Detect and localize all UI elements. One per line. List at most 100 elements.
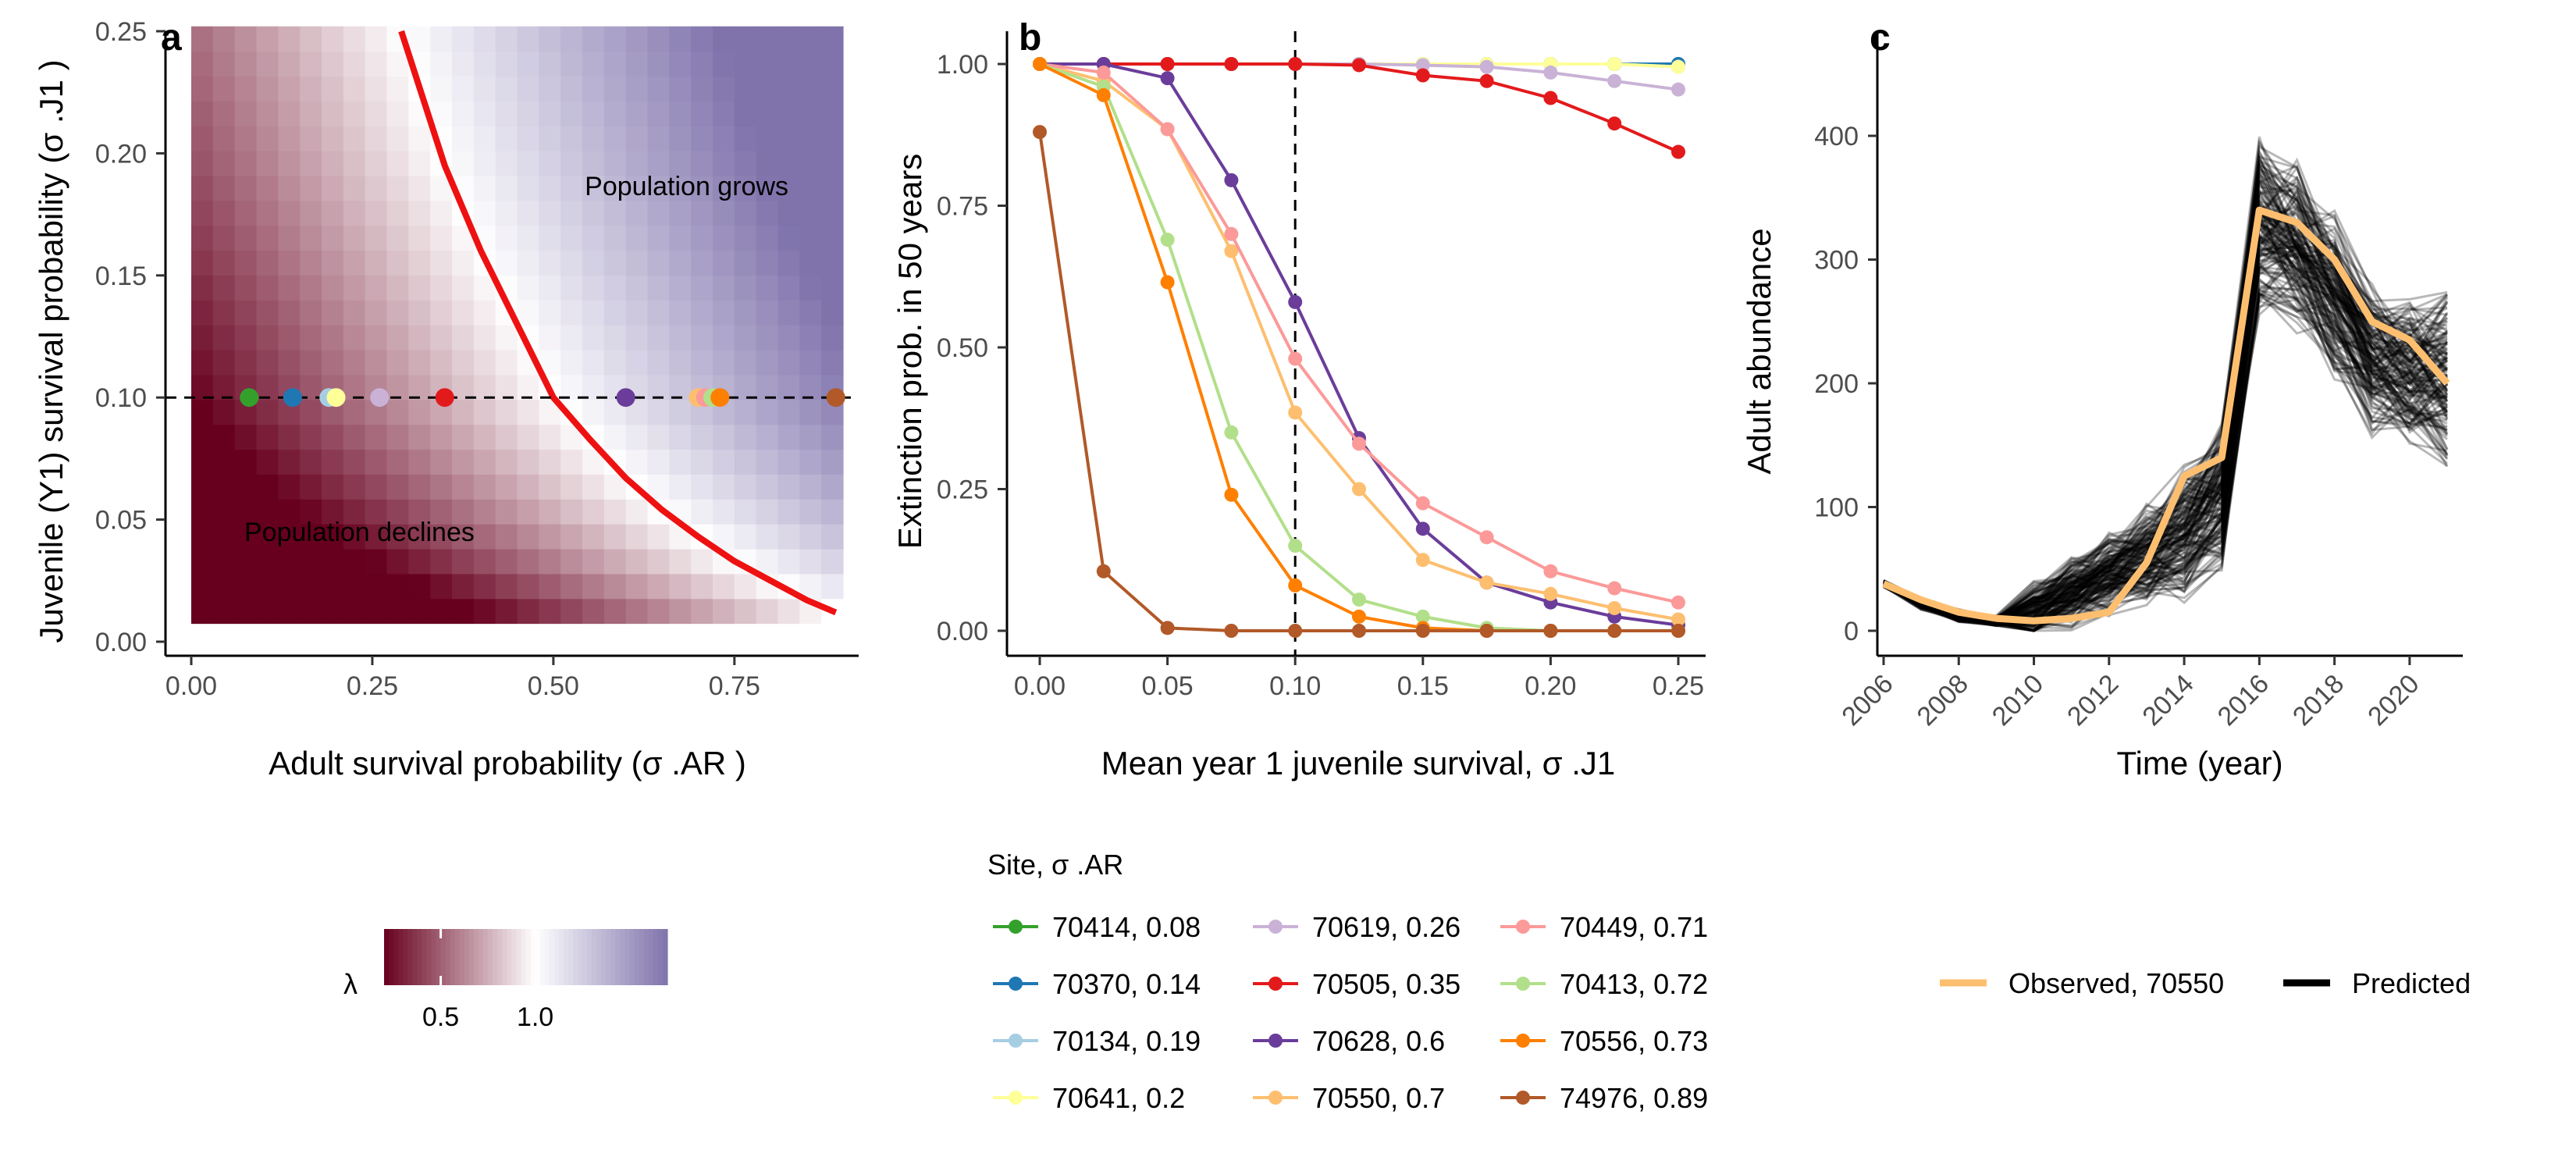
heatmap-cell xyxy=(278,275,301,301)
heatmap-cell xyxy=(647,250,670,276)
heatmap-cell xyxy=(386,573,409,600)
predicted-line xyxy=(1883,201,2449,621)
heatmap-cell xyxy=(430,449,453,475)
heatmap-cell xyxy=(234,76,258,101)
heatmap-cell xyxy=(517,300,539,326)
heatmap-cell xyxy=(603,524,627,550)
colorbar-swatch xyxy=(450,929,456,985)
y-tick-label: 200 xyxy=(1814,369,1859,399)
colorbar-swatch xyxy=(493,929,498,985)
heatmap-cell xyxy=(300,200,322,226)
heatmap-cell xyxy=(256,26,279,52)
predicted-line xyxy=(1883,217,2448,624)
y-tick-label: 0 xyxy=(1844,617,1859,646)
heatmap-cell xyxy=(473,573,496,600)
heatmap-cell xyxy=(300,374,322,400)
site-point xyxy=(826,388,845,408)
heatmap-cell xyxy=(256,499,279,525)
legend-label: 70134, 0.19 xyxy=(1052,1025,1201,1057)
heatmap-cell xyxy=(430,573,453,600)
colorbar-swatch xyxy=(384,929,390,985)
heatmap-cell xyxy=(603,101,627,126)
heatmap-cell xyxy=(821,51,844,77)
heatmap-cell xyxy=(821,474,844,500)
predicted-line xyxy=(1883,167,2449,623)
x-tick-label: 0.05 xyxy=(1142,671,1194,701)
heatmap-cell xyxy=(343,573,366,600)
heatmap-cell xyxy=(517,101,539,126)
heatmap-cell xyxy=(386,598,409,625)
colorbar-swatch xyxy=(539,929,546,985)
heatmap-cell xyxy=(212,126,236,151)
heatmap-cell xyxy=(278,200,301,226)
heatmap-cell xyxy=(473,449,496,475)
colorbar-swatch xyxy=(601,929,607,985)
heatmap-cell xyxy=(386,300,409,326)
heatmap-cell xyxy=(777,548,800,575)
colorbar-swatch xyxy=(525,929,532,985)
predicted-line xyxy=(1883,265,2449,627)
heatmap-cell xyxy=(560,474,583,500)
x-tick-label: 0.15 xyxy=(1397,671,1449,701)
heatmap-cell xyxy=(756,350,779,376)
heatmap-cell xyxy=(365,598,388,625)
heatmap-cell xyxy=(625,26,649,52)
series-point xyxy=(1288,57,1303,71)
heatmap-cell xyxy=(669,350,692,376)
predicted-line xyxy=(1883,222,2448,624)
heatmap-cell xyxy=(343,399,366,425)
heatmap-cell xyxy=(560,26,583,52)
series-point xyxy=(1224,244,1239,258)
heatmap-cell xyxy=(343,449,366,475)
heatmap-cell xyxy=(713,300,735,326)
y-tick-label: 0.50 xyxy=(937,333,988,363)
heatmap-cell xyxy=(278,101,301,126)
heatmap-cell xyxy=(256,374,279,400)
heatmap-cell xyxy=(603,250,627,276)
heatmap-cell xyxy=(647,200,670,226)
heatmap-cell xyxy=(777,51,800,77)
heatmap-cell xyxy=(430,51,453,77)
heatmap-cell xyxy=(734,51,757,77)
heatmap-cell xyxy=(603,499,627,525)
heatmap-cell xyxy=(560,300,583,326)
heatmap-cell xyxy=(256,573,279,600)
heatmap-cell xyxy=(647,225,670,251)
heatmap-cell xyxy=(582,225,605,251)
x-ticks: 0.00 0.25 0.50 0.75 xyxy=(165,656,760,701)
heatmap-cell xyxy=(603,225,627,251)
colorbar-swatch xyxy=(502,929,507,985)
heatmap-cell xyxy=(734,275,757,301)
legend-label: 70370, 0.14 xyxy=(1052,968,1201,1000)
heatmap-cell xyxy=(539,101,561,126)
heatmap-cell xyxy=(691,126,713,151)
site-point xyxy=(435,388,454,408)
heatmap-cell xyxy=(300,474,322,500)
heatmap-cell xyxy=(691,449,713,475)
heatmap-cell xyxy=(821,26,844,52)
heatmap-cell xyxy=(777,449,800,475)
heatmap-cell xyxy=(191,424,214,450)
heatmap-cell xyxy=(560,325,583,351)
heatmap-cell xyxy=(343,175,366,201)
heatmap-cell xyxy=(256,250,279,276)
heatmap-cell xyxy=(821,350,844,376)
colorbar-swatch xyxy=(473,929,479,985)
heatmap-cell xyxy=(495,325,518,351)
heatmap-cell xyxy=(756,374,779,400)
heatmap-cell xyxy=(756,598,779,625)
heatmap-cell xyxy=(278,499,301,525)
heatmap-cell xyxy=(473,424,496,450)
heatmap-cell xyxy=(756,151,779,176)
heatmap-cell xyxy=(560,175,583,201)
legend-entry: 70550, 0.7 xyxy=(1253,1082,1445,1114)
heatmap-cell xyxy=(212,449,236,475)
heatmap-cell xyxy=(278,524,301,550)
heatmap-cell xyxy=(234,524,258,550)
colorbar-swatch xyxy=(582,929,588,985)
series-point xyxy=(1543,91,1558,105)
predicted-line xyxy=(1883,226,2448,625)
heatmap-cell xyxy=(669,325,692,351)
heatmap-cell xyxy=(452,474,475,500)
